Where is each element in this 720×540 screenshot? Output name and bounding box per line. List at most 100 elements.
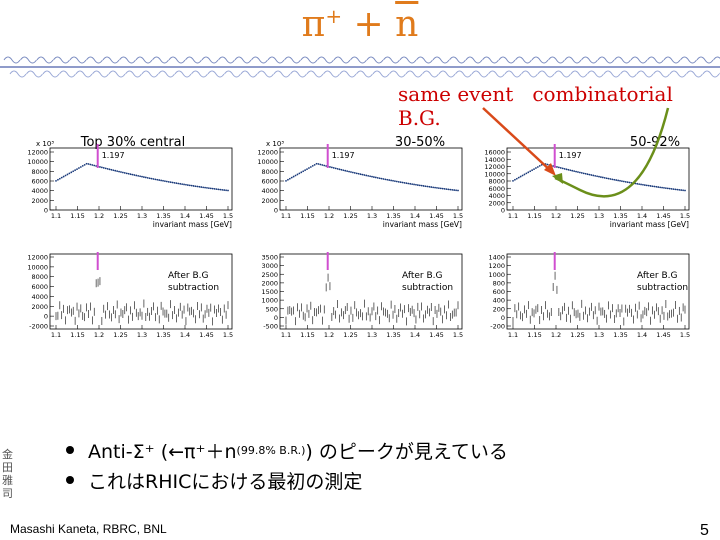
banner-swirl xyxy=(548,56,565,64)
data-point xyxy=(215,188,218,191)
data-point xyxy=(311,165,314,167)
banner-swirl xyxy=(471,70,489,78)
banner-swirl xyxy=(218,56,235,64)
data-point xyxy=(515,177,518,180)
data-point xyxy=(102,167,105,169)
xtick-label: 1.1 xyxy=(281,331,291,339)
xtick-label: 1.4 xyxy=(180,331,190,339)
arrow-head xyxy=(544,163,556,176)
data-point xyxy=(577,171,579,173)
after-bg-label: After B.G xyxy=(402,271,443,281)
data-point xyxy=(62,175,65,178)
data-point xyxy=(162,179,164,182)
data-point xyxy=(183,183,185,186)
banner-swirl xyxy=(20,56,37,64)
data-point xyxy=(601,176,604,179)
banner-swirl xyxy=(597,56,615,64)
data-point xyxy=(185,183,187,186)
bullet-1-text-b: ) のピークが見えている xyxy=(305,440,508,463)
data-point xyxy=(367,174,370,177)
xtick-label: 1.35 xyxy=(386,212,400,220)
data-point xyxy=(57,178,59,181)
ytick-label: 500 xyxy=(266,305,278,313)
data-point xyxy=(304,169,307,172)
data-point xyxy=(525,172,528,175)
banner-swirl xyxy=(669,70,687,78)
data-point xyxy=(664,187,667,190)
data-point xyxy=(127,172,130,175)
data-point xyxy=(390,179,393,182)
ytick-label: 6000 xyxy=(261,178,278,186)
xtick-label: 1.1 xyxy=(508,331,518,339)
data-point xyxy=(382,178,385,180)
banner-swirl xyxy=(234,56,252,64)
data-point xyxy=(626,181,629,184)
after-bg-label: subtraction xyxy=(637,283,688,293)
banner-swirl xyxy=(455,70,472,78)
data-point xyxy=(123,172,126,174)
data-point xyxy=(353,172,356,174)
data-point xyxy=(288,177,291,180)
xtick-label: 1.1 xyxy=(508,212,518,220)
data-point xyxy=(359,173,362,176)
xtick-label: 1.35 xyxy=(613,331,627,339)
banner-swirl xyxy=(521,70,538,78)
data-point xyxy=(388,179,391,181)
ytick-label: 6000 xyxy=(31,178,48,186)
data-point xyxy=(225,189,227,192)
xaxis-label: invariant mass [GeV] xyxy=(610,220,689,229)
data-point xyxy=(582,172,585,175)
bullet-list: Anti-Σ⁺ (←π⁺＋n (99.8% B.R.)) のピークが見えている … xyxy=(66,435,508,495)
banner-swirl xyxy=(317,56,334,64)
arrow-head xyxy=(552,173,563,184)
ytick-label: 3500 xyxy=(261,254,278,262)
xtick-label: 1.2 xyxy=(324,212,334,220)
data-point xyxy=(409,182,412,185)
banner-swirl xyxy=(125,70,142,78)
data-point xyxy=(619,179,621,182)
banner-swirl xyxy=(26,70,43,78)
data-point xyxy=(674,188,677,191)
data-point xyxy=(351,171,354,174)
banner-swirl xyxy=(119,56,136,64)
xtick-label: 1.4 xyxy=(410,212,420,220)
data-point xyxy=(338,168,341,171)
seal-stamp: 金田雅司 xyxy=(2,448,13,500)
ytick-label: 4000 xyxy=(31,187,48,195)
data-point xyxy=(615,179,618,181)
data-point xyxy=(91,164,94,166)
banner-swirl xyxy=(680,56,697,64)
xtick-label: 1.2 xyxy=(551,331,561,339)
ytick-label: 4000 xyxy=(261,187,278,195)
data-point xyxy=(219,188,222,191)
combinatorial-label: combinatorial B.G. xyxy=(398,82,673,130)
data-point xyxy=(617,179,620,182)
data-point xyxy=(684,189,686,192)
data-point xyxy=(447,188,450,191)
ytick-label: 0 xyxy=(274,207,278,215)
data-point xyxy=(399,181,402,184)
banner-swirl xyxy=(300,56,318,64)
bullet-1: Anti-Σ⁺ (←π⁺＋n (99.8% B.R.)) のピークが見えている xyxy=(66,435,508,465)
data-point xyxy=(386,178,389,181)
bullet-2: これはRHICにおける最初の測定 xyxy=(66,465,508,495)
data-point xyxy=(672,188,675,191)
data-point xyxy=(395,180,398,183)
ytick-label: 10000 xyxy=(27,158,48,166)
ytick-label: 1200 xyxy=(488,262,505,270)
data-point xyxy=(204,186,206,189)
data-point xyxy=(445,188,448,191)
data-point xyxy=(202,186,205,189)
data-point xyxy=(350,171,352,173)
data-point xyxy=(66,173,69,176)
data-point xyxy=(206,186,208,189)
xtick-label: 1.3 xyxy=(594,331,604,339)
data-point xyxy=(186,184,189,186)
xtick-label: 1.45 xyxy=(199,331,213,339)
ytick-label: 400 xyxy=(493,297,505,305)
banner-swirl xyxy=(488,70,505,78)
banner-swirl xyxy=(102,56,120,64)
data-point xyxy=(173,181,176,184)
xtick-label: 1.4 xyxy=(637,331,647,339)
data-point xyxy=(116,170,119,173)
